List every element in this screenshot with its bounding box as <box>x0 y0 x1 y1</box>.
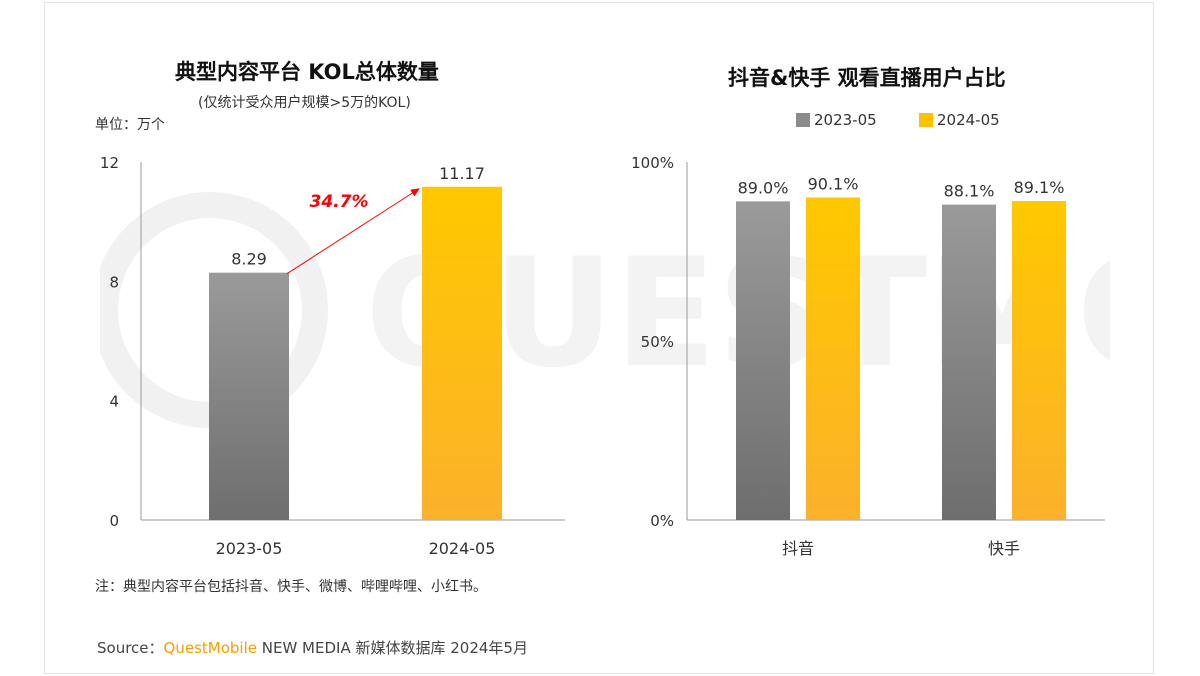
right-y-tick-label: 50% <box>641 333 674 351</box>
right-bar-快手-2024-05 <box>1012 201 1066 520</box>
legend-label-2024: 2024-05 <box>937 111 1000 129</box>
right-bar-抖音-2024-05 <box>806 197 860 520</box>
growth-arrow <box>286 188 420 275</box>
right-y-tick-label: 100% <box>631 154 674 172</box>
source-rest: NEW MEDIA 新媒体数据库 2024年5月 <box>256 639 528 657</box>
source-line: Source：QuestMobile NEW MEDIA 新媒体数据库 2024… <box>97 637 528 658</box>
left-y-tick-label: 8 <box>109 273 119 291</box>
left-bar-2023-05 <box>209 272 289 520</box>
right-x-tick-label: 抖音 <box>782 539 814 558</box>
left-x-tick-label: 2024-05 <box>429 539 496 558</box>
left-bar-2024-05 <box>422 186 502 521</box>
left-x-tick-label: 2023-05 <box>216 539 283 558</box>
left-chart-subtitle: (仅统计受众用户规模>5万的KOL) <box>198 95 411 111</box>
left-y-tick-label: 0 <box>109 512 119 530</box>
kol-count-chart: 0 4 8 12 8.29 2023-05 11.17 2024-05 34.7% <box>100 154 565 558</box>
source-prefix: Source： <box>97 639 164 657</box>
live-viewer-share-chart: 0% 50% 100% 89.0% 90.1% 抖音 88.1% 89.1% 快手 <box>631 154 1105 558</box>
left-bar-value-label: 11.17 <box>439 164 485 183</box>
left-bar-value-label: 8.29 <box>231 250 267 269</box>
right-bar-value-label: 90.1% <box>808 174 859 193</box>
right-chart-title: 抖音&快手 观看直播用户占比 <box>728 66 1006 90</box>
legend-item-2023: 2023-05 <box>796 111 877 129</box>
right-bar-value-label: 88.1% <box>944 182 995 201</box>
left-y-tick-label: 12 <box>100 154 119 172</box>
footnote: 注：典型内容平台包括抖音、快手、微博、哔哩哔哩、小红书。 <box>95 579 487 595</box>
legend-swatch-gray <box>796 113 810 127</box>
right-bar-value-label: 89.0% <box>738 178 789 197</box>
right-bar-value-label: 89.1% <box>1014 178 1065 197</box>
left-chart-title: 典型内容平台 KOL总体数量 <box>175 60 439 84</box>
unit-label: 单位：万个 <box>95 117 165 133</box>
legend-swatch-yellow <box>919 113 933 127</box>
growth-rate-label: 34.7% <box>310 192 369 212</box>
source-brand: QuestMobile <box>163 639 257 657</box>
right-bar-抖音-2023-05 <box>736 201 790 520</box>
right-x-tick-label: 快手 <box>988 539 1020 558</box>
legend-item-2024: 2024-05 <box>919 111 1000 129</box>
left-y-tick-label: 4 <box>109 393 119 411</box>
right-bar-快手-2023-05 <box>942 204 996 521</box>
right-y-tick-label: 0% <box>650 512 674 530</box>
legend-label-2023: 2023-05 <box>814 111 877 129</box>
